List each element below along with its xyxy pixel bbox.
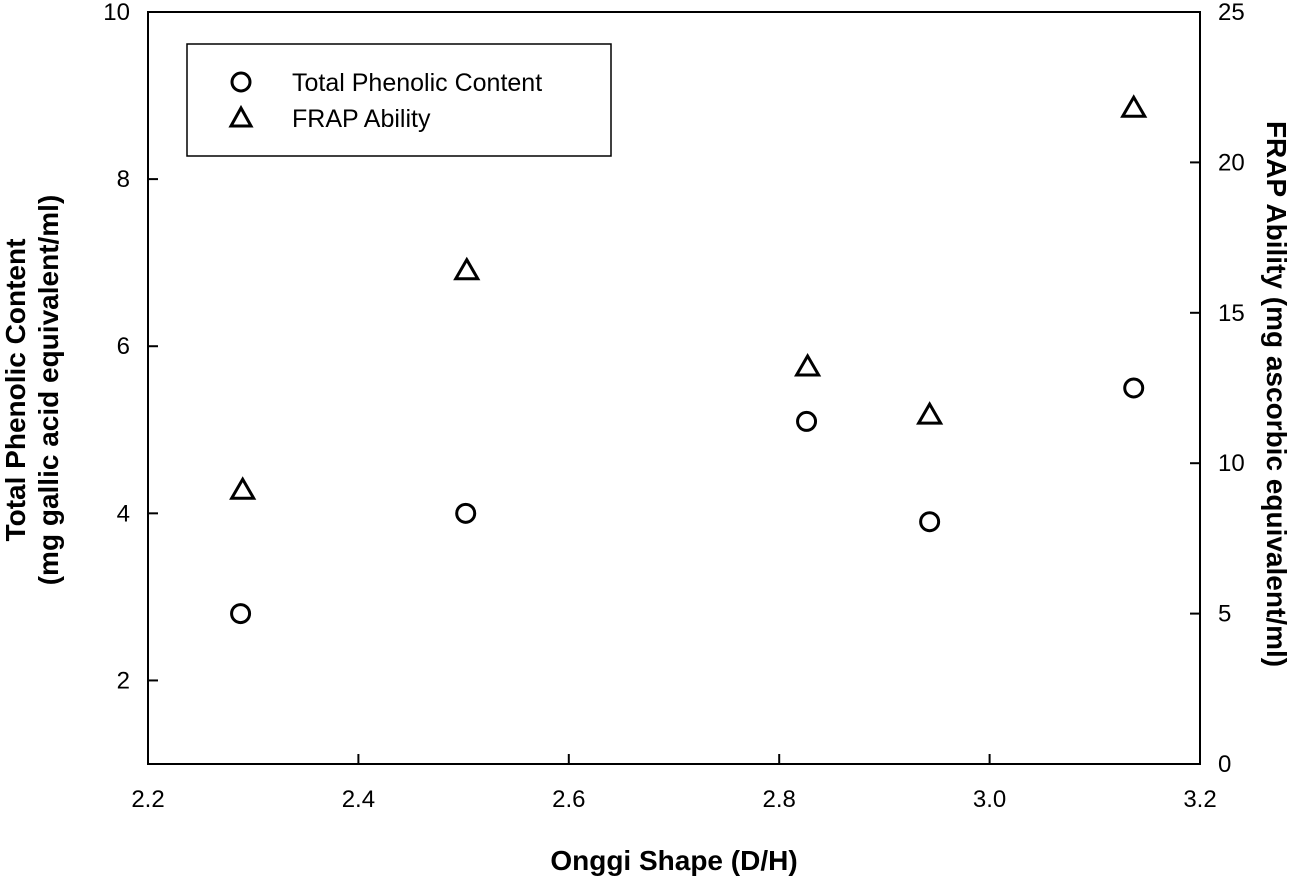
total-phenolic-point	[1123, 377, 1145, 399]
x-tick-label: 2.4	[342, 786, 375, 813]
y-right-axis-ticks: 0 5 10 15 20 25	[1190, 0, 1245, 778]
y-right-tick-label: 10	[1218, 450, 1245, 477]
legend-box	[186, 43, 612, 157]
frap-ability-point	[1120, 94, 1148, 118]
data-points	[229, 94, 1148, 625]
total-phenolic-point	[230, 603, 252, 625]
x-axis-title: Onggi Shape (D/H)	[550, 845, 797, 876]
y-right-tick-label: 5	[1218, 601, 1231, 628]
x-tick-label: 2.2	[131, 786, 164, 813]
total-phenolic-point	[455, 502, 477, 524]
legend-label-total-phenolic: Total Phenolic Content	[292, 69, 542, 97]
x-tick-label: 2.6	[552, 786, 585, 813]
y-left-axis-title-line2: (mg gallic acid equivalent/ml)	[33, 195, 64, 586]
x-tick-label: 3.2	[1183, 786, 1216, 813]
y-left-tick-label: 6	[117, 333, 130, 360]
x-axis-ticks: 2.2 2.4 2.6 2.8 3.0 3.2	[131, 754, 1217, 813]
y-left-tick-label: 2	[117, 667, 130, 694]
frap-ability-point	[916, 401, 944, 425]
y-left-tick-label: 4	[117, 500, 130, 527]
y-left-axis-ticks: 2 4 6 8 10	[103, 0, 158, 694]
frap-ability-point	[229, 476, 257, 500]
frap-ability-point	[794, 352, 822, 377]
legend-label-frap: FRAP Ability	[292, 105, 431, 133]
total-phenolic-point	[796, 410, 818, 432]
legend-triangle-marker	[228, 104, 254, 128]
y-right-tick-label: 20	[1218, 149, 1245, 176]
total-phenolic-point	[919, 511, 941, 533]
y-right-tick-label: 15	[1218, 300, 1245, 327]
legend: Total Phenolic Content FRAP Ability	[186, 43, 612, 157]
frap-ability-point	[453, 256, 481, 281]
x-tick-label: 2.8	[763, 786, 796, 813]
y-right-axis-title: FRAP Ability (mg ascorbic equivalent/ml)	[1261, 121, 1291, 667]
y-right-tick-label: 0	[1218, 751, 1231, 778]
y-left-tick-label: 10	[103, 0, 130, 26]
legend-circle-marker	[230, 71, 252, 93]
y-left-tick-label: 8	[117, 166, 130, 193]
y-left-axis-title-line1: Total Phenolic Content	[0, 239, 31, 542]
y-right-tick-label: 25	[1218, 0, 1245, 26]
plot-frame	[147, 11, 1201, 765]
x-tick-label: 3.0	[973, 786, 1006, 813]
